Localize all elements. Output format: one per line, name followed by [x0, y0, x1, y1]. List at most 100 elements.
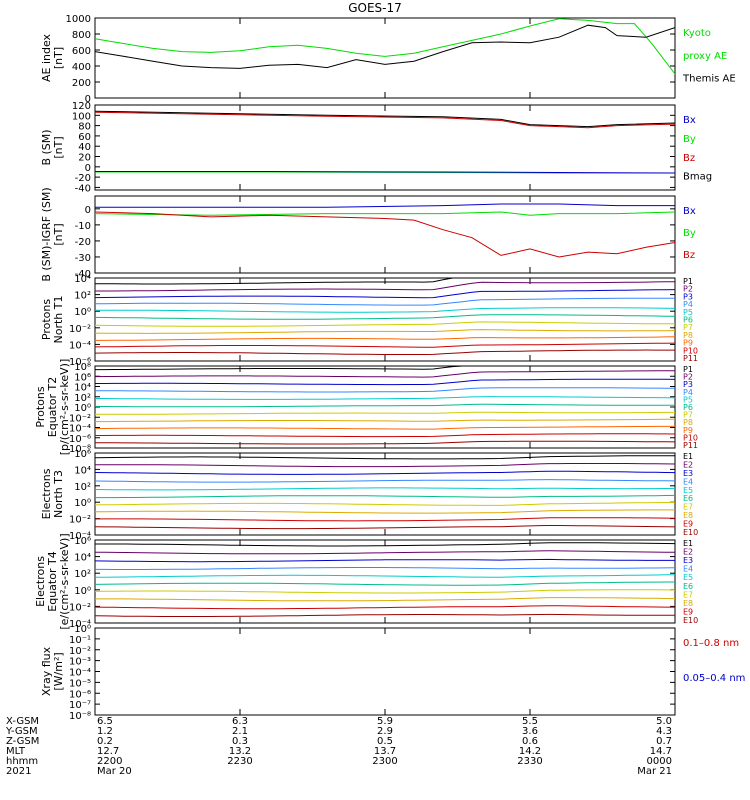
legend-entry: P4: [683, 300, 693, 309]
footer-cell: 1.2: [97, 726, 113, 737]
series-group: [95, 203, 675, 258]
y-tick-label: 10⁻⁶: [69, 689, 91, 700]
plot-title: GOES-17: [348, 1, 402, 15]
series-line: [95, 203, 675, 208]
footer-cell: 6.3: [232, 716, 248, 727]
legend-entry: P7: [683, 323, 693, 332]
series-line: [95, 378, 675, 386]
y-tick-label: 0: [85, 205, 91, 216]
panel-frame: [94, 104, 676, 191]
y-axis-label: B (SM)-IGRF (SM) [nT]: [40, 187, 65, 281]
y-tick-label: 40: [78, 142, 91, 153]
y-tick-label: 10⁻⁵: [69, 678, 91, 689]
y-tick-label: 10⁻⁷: [69, 700, 91, 711]
footer-row-label: 2021: [6, 766, 31, 777]
series-line: [95, 613, 675, 617]
series-group: [95, 278, 675, 355]
footer-cell: 0.3: [232, 736, 248, 747]
y-tick-label: 10⁴: [74, 274, 91, 285]
series-line: [95, 366, 675, 371]
legend-entry: P11: [683, 441, 698, 450]
y-tick-label: 10²: [74, 393, 91, 404]
footer-cell: 5.0: [656, 716, 672, 727]
panel-4: 10⁴ 10² 10⁰ 10⁻² 10⁻⁴ 10⁻⁶ Protons North T1 P1P2…: [40, 274, 698, 368]
y-axis-label-line: B (SM): [40, 129, 53, 165]
legend-entry: E6: [683, 494, 693, 503]
series-line: [95, 550, 675, 555]
series-line: [95, 314, 675, 320]
series-line: [95, 111, 675, 129]
series-line: [95, 278, 675, 285]
legend-entry: P8: [683, 331, 693, 340]
series-line: [95, 403, 675, 408]
footer-cell: 14.2: [519, 746, 541, 757]
legend-entry: E1: [683, 539, 693, 548]
legend-entry: E7: [683, 590, 693, 599]
series-line: [95, 525, 675, 530]
series-line: [95, 24, 675, 69]
y-tick-label: 10⁻²: [69, 324, 91, 335]
y-axis-label-line: Equator T4: [46, 551, 59, 611]
panel-frame: [94, 17, 676, 99]
legend-entry: P1: [683, 365, 693, 374]
legend-entry: proxy AE: [683, 51, 727, 62]
footer-cell: 2.1: [232, 726, 248, 737]
series-line: [95, 329, 675, 334]
y-axis-label: AE index [nT]: [40, 33, 65, 82]
y-tick-label: 10²: [74, 482, 91, 493]
y-tick-label: 200: [72, 78, 91, 89]
series-line: [95, 289, 675, 299]
series-line: [95, 440, 675, 445]
series-line: [95, 18, 675, 75]
series-line: [95, 509, 675, 514]
series-line: [95, 501, 675, 506]
legend-entry: E4: [683, 565, 693, 574]
y-tick-label: -20: [75, 237, 91, 248]
legend-entry: P6: [683, 403, 693, 412]
panel-3: 0 -10 -20 -30 -40 B (SM)-IGRF (SM) [nT] Bx By Bz: [40, 187, 696, 281]
legend-entry: P1: [683, 277, 693, 286]
series-line: [95, 581, 675, 586]
y-tick-label: 10⁻²: [69, 602, 91, 613]
series-line: [95, 433, 675, 438]
footer-cell: 2.9: [377, 726, 393, 737]
y-tick-label: 10⁻²: [69, 646, 91, 657]
y-axis-label: Xray flux [W/m²]: [40, 646, 65, 696]
y-axis-label-line: [p/(cm²-s-sr-keV)]: [58, 359, 71, 456]
legend-entry: P10: [683, 433, 698, 442]
y-tick-label: 10⁻²: [69, 515, 91, 526]
legend-entry: 0.1–0.8 nm: [683, 638, 739, 649]
footer-row-label: Y-GSM: [5, 726, 38, 737]
legend-entry: Kyoto: [683, 28, 711, 39]
y-tick-label: 10⁶: [74, 449, 91, 460]
legend-entry: E5: [683, 486, 693, 495]
series-line: [95, 321, 675, 327]
footer-cell: 2230: [227, 756, 252, 767]
legend-entry: P10: [683, 346, 698, 355]
footer-cell: 6.5: [97, 716, 113, 727]
y-tick-label: 10²: [74, 291, 91, 302]
y-tick-label: 120: [72, 101, 91, 112]
series-line: [95, 307, 675, 313]
y-axis-label: Protons Equator T2 [p/(cm²-s-sr-keV)]: [34, 359, 71, 456]
series-line: [95, 589, 675, 594]
series-line: [95, 463, 675, 468]
y-tick-label: 10⁻⁴: [69, 531, 91, 542]
y-tick-label: 10⁻⁶: [69, 434, 91, 445]
footer-cell: Mar 20: [97, 766, 132, 777]
legend-entry: E8: [683, 599, 693, 608]
y-tick-label: 10⁶: [74, 536, 91, 547]
y-tick-label: 10⁶: [74, 372, 91, 383]
series-group: [95, 18, 675, 75]
y-axis-label: Electrons North T3: [40, 468, 65, 519]
footer-cell: 12.7: [97, 746, 119, 757]
series-line: [95, 470, 675, 475]
legend-entry: P2: [683, 373, 693, 382]
series-line: [95, 281, 675, 292]
legend-entry: E2: [683, 548, 693, 557]
series-line: [95, 487, 675, 491]
